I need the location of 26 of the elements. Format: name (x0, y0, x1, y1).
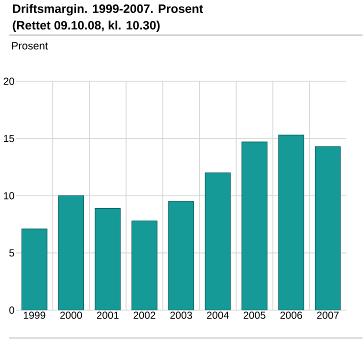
bar (314, 146, 341, 310)
x-tick-label: 1999 (24, 312, 46, 319)
y-tick-label: 15 (4, 134, 14, 142)
bar (204, 172, 231, 310)
x-tick-label: 2006 (280, 312, 302, 319)
y-axis-title: Prosent (12, 42, 48, 50)
bar (131, 220, 158, 310)
x-tick-label: 2000 (60, 312, 82, 319)
y-tick-label: 20 (4, 78, 14, 85)
bar (242, 142, 268, 310)
x-tick-label: 2002 (134, 312, 156, 319)
y-tick-label: 10 (4, 192, 14, 200)
bar (58, 195, 84, 310)
x-tick-label: 2003 (170, 312, 192, 319)
bar (278, 134, 304, 310)
bar (94, 208, 121, 310)
x-tick-label: 2007 (317, 312, 339, 319)
y-tick-label: 0 (9, 306, 14, 314)
chart-subtitle: (Rettet 09.10.08, kl. 10.30) (12, 20, 160, 32)
y-tick-label: 5 (9, 249, 14, 257)
x-tick-label: 2004 (206, 312, 229, 319)
bar (21, 228, 48, 310)
x-tick-label: 2005 (244, 312, 266, 319)
bar (168, 201, 194, 310)
x-tick-label: 2001 (96, 312, 119, 319)
chart-title: Driftsmargin. 1999-2007. Prosent (13, 4, 204, 16)
